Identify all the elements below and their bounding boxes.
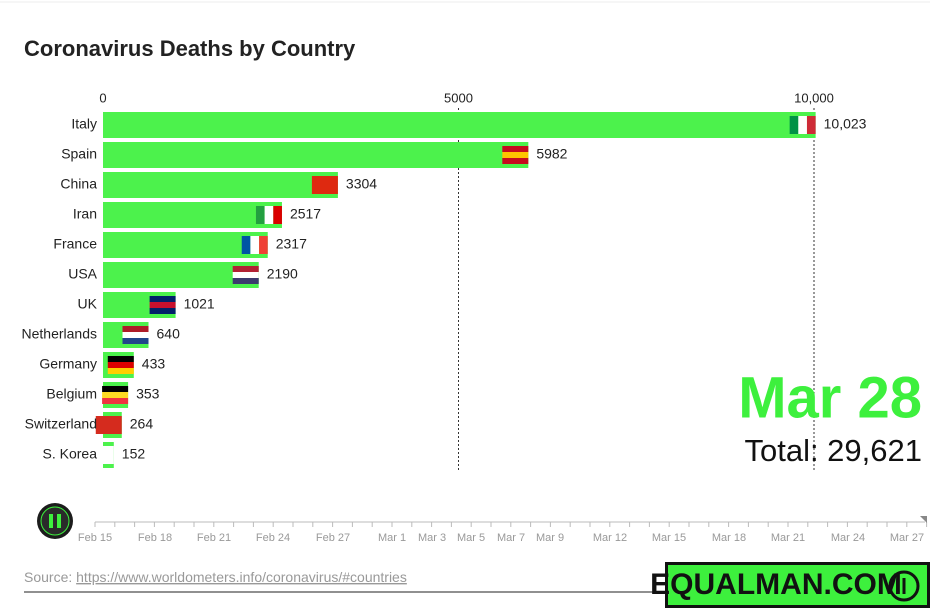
flag xyxy=(502,152,529,158)
flag xyxy=(95,428,122,434)
flag xyxy=(122,332,149,338)
date-label: Mar 28 xyxy=(738,365,922,430)
bar xyxy=(103,112,816,138)
brand: EQUALMAN.COM xyxy=(650,568,902,601)
flag xyxy=(273,206,282,224)
value-label: 1021 xyxy=(184,296,215,312)
timeline-label: Feb 27 xyxy=(316,532,350,544)
timeline-label: Mar 24 xyxy=(831,532,865,544)
value-label: 640 xyxy=(157,326,181,342)
timeline[interactable]: Feb 15 Feb 18 Feb 21 Feb 24 Feb 27 Mar 1 Mar 3… xyxy=(78,516,928,544)
timeline-label: Mar 9 xyxy=(536,532,564,544)
plot: 0 5000 10,000 10,023 5982 3304 2517 2317 2190 102… xyxy=(87,90,867,470)
category-label: France xyxy=(53,236,97,252)
bar xyxy=(103,142,529,168)
flag xyxy=(102,392,129,398)
flag xyxy=(502,158,529,164)
bar xyxy=(103,172,338,198)
flag xyxy=(241,236,251,254)
timeline-label: Feb 24 xyxy=(256,532,290,544)
timeline-label: Mar 7 xyxy=(497,532,525,544)
timeline-label: Mar 15 xyxy=(652,532,686,544)
category-label: Spain xyxy=(61,146,97,162)
value-label: 152 xyxy=(122,446,146,462)
flag xyxy=(255,206,265,224)
source: Source: https://www.worldometers.info/co… xyxy=(24,569,407,585)
category-label: China xyxy=(60,176,97,192)
timeline-label: Mar 18 xyxy=(712,532,746,544)
flag xyxy=(311,182,338,188)
value-label: 264 xyxy=(130,416,154,432)
flag xyxy=(311,176,338,182)
flag xyxy=(87,446,114,452)
timeline-label: Feb 15 xyxy=(78,532,112,544)
flag xyxy=(122,326,149,332)
flag xyxy=(149,302,176,308)
value-label: 353 xyxy=(136,386,160,402)
flag xyxy=(502,146,529,152)
flag xyxy=(107,356,134,362)
value-label: 10,023 xyxy=(824,116,867,132)
timeline-label: Mar 5 xyxy=(457,532,485,544)
flag xyxy=(311,188,338,194)
total-label: Total: 29,621 xyxy=(744,433,922,468)
category-label: S. Korea xyxy=(43,446,98,462)
category-label: UK xyxy=(78,296,98,312)
category-label: Switzerland xyxy=(25,416,97,432)
timeline-handle xyxy=(920,516,927,523)
flag xyxy=(798,116,807,134)
x-tick-label: 10,000 xyxy=(794,90,834,105)
flag xyxy=(806,116,816,134)
category-label: Italy xyxy=(71,116,97,132)
flag xyxy=(149,296,176,302)
value-label: 3304 xyxy=(346,176,377,192)
value-label: 2317 xyxy=(276,236,307,252)
play-button[interactable] xyxy=(37,503,73,539)
flag xyxy=(87,452,114,458)
flag xyxy=(232,278,259,284)
flag xyxy=(264,206,274,224)
flag xyxy=(232,266,259,272)
category-labels: Italy Spain China Iran France USA UK Netherland… xyxy=(22,116,98,462)
flag xyxy=(107,368,134,374)
timeline-label: Feb 18 xyxy=(138,532,172,544)
flag xyxy=(232,272,259,278)
category-label: Germany xyxy=(39,356,97,372)
brand-logo[interactable]: EQUALMAN.COM xyxy=(650,562,930,608)
category-label: USA xyxy=(68,266,97,282)
timeline-label: Mar 3 xyxy=(418,532,446,544)
source-link[interactable]: https://www.worldometers.info/coronaviru… xyxy=(76,569,407,585)
timeline-label: Mar 1 xyxy=(378,532,406,544)
flag xyxy=(107,362,134,368)
timeline-label: Mar 12 xyxy=(593,532,627,544)
source-prefix: Source: xyxy=(24,569,76,585)
flag xyxy=(102,386,129,392)
chart-title: Coronavirus Deaths by Country xyxy=(24,36,356,61)
category-label: Netherlands xyxy=(22,326,98,342)
value-label: 2190 xyxy=(267,266,298,282)
flag xyxy=(250,236,260,254)
timeline-label: Mar 21 xyxy=(771,532,805,544)
flag xyxy=(149,308,176,314)
timeline-label: Feb 21 xyxy=(197,532,231,544)
value-label: 5982 xyxy=(536,146,567,162)
flag xyxy=(789,116,799,134)
category-label: Belgium xyxy=(46,386,97,402)
value-label: 2517 xyxy=(290,206,321,222)
bar xyxy=(103,232,268,258)
flag xyxy=(259,236,268,254)
flag xyxy=(95,422,122,428)
flag xyxy=(87,458,114,464)
flag xyxy=(95,416,122,422)
x-tick-label: 0 xyxy=(99,90,106,105)
category-label: Iran xyxy=(73,206,97,222)
flag xyxy=(122,338,149,344)
bar xyxy=(103,202,282,228)
value-label: 433 xyxy=(142,356,166,372)
x-tick-label: 5000 xyxy=(444,90,473,105)
flag xyxy=(102,398,129,404)
timeline-label: Mar 27 xyxy=(890,532,924,544)
